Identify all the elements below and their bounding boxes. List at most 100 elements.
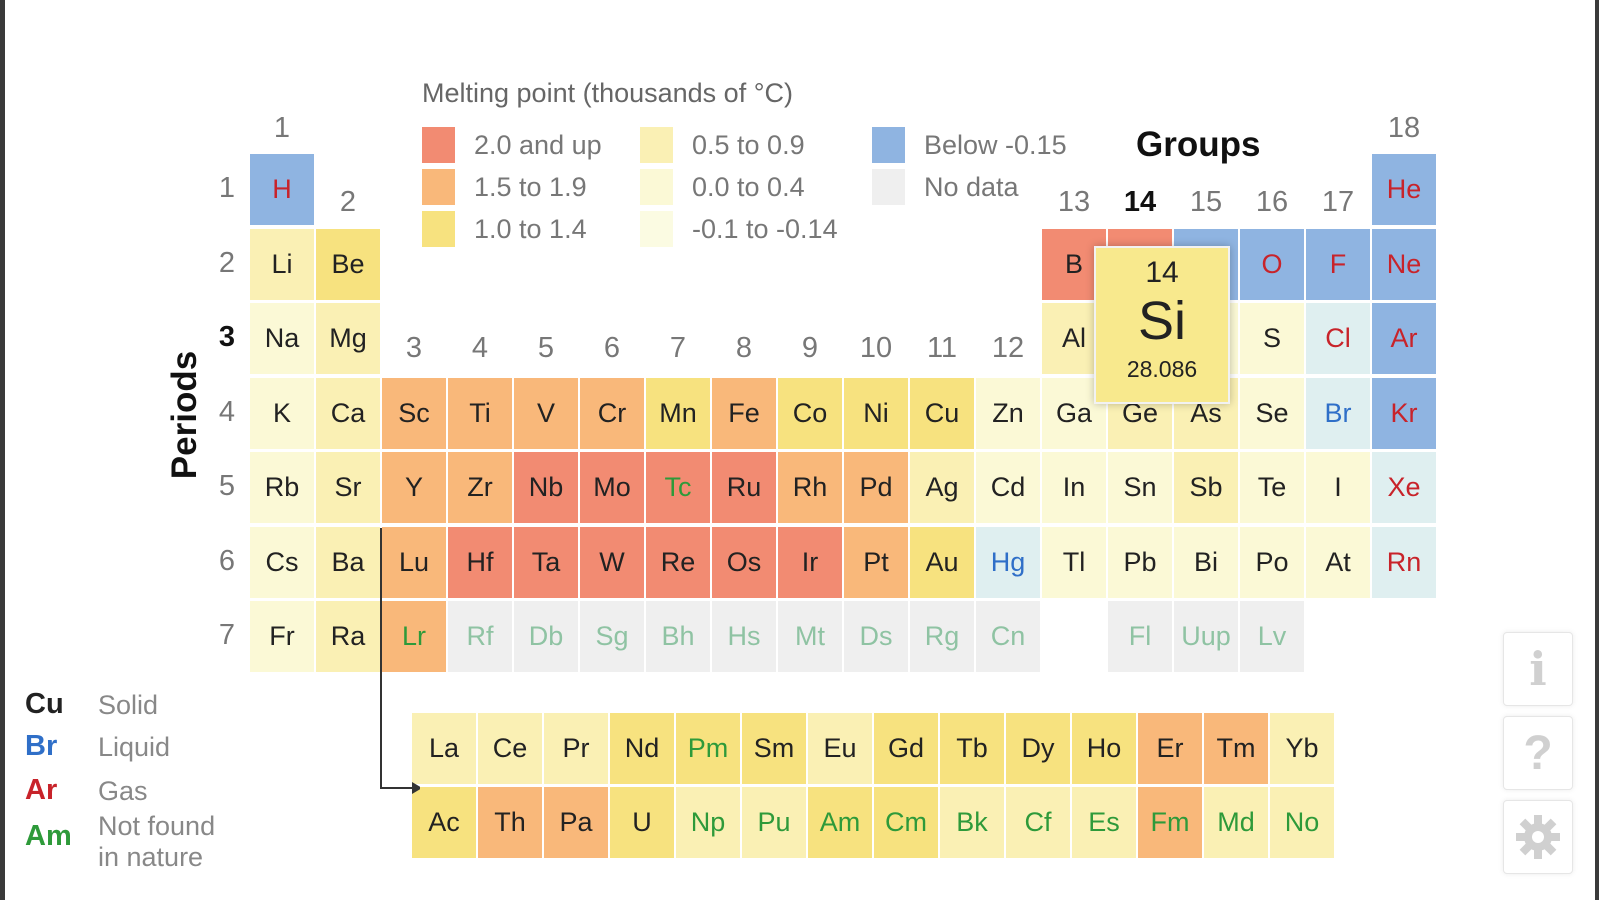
element-cell-la[interactable]: La <box>411 712 477 785</box>
group-label-10[interactable]: 10 <box>859 332 893 364</box>
element-cell-mg[interactable]: Mg <box>315 302 381 375</box>
element-cell-bi[interactable]: Bi <box>1173 525 1239 599</box>
element-cell-sn[interactable]: Sn <box>1107 451 1173 524</box>
element-cell-kr[interactable]: Kr <box>1371 376 1437 450</box>
element-cell-tm[interactable]: Tm <box>1203 712 1269 785</box>
element-cell-sg[interactable]: Sg <box>579 600 645 673</box>
group-label-8[interactable]: 8 <box>735 332 753 364</box>
element-cell-s[interactable]: S <box>1239 302 1305 375</box>
element-cell-cn[interactable]: Cn <box>975 600 1041 673</box>
element-cell-cl[interactable]: Cl <box>1305 302 1371 375</box>
element-cell-cu[interactable]: Cu <box>909 376 975 450</box>
group-label-11[interactable]: 11 <box>926 332 958 364</box>
element-cell-ar[interactable]: Ar <box>1371 302 1437 375</box>
element-cell-hf[interactable]: Hf <box>447 525 513 599</box>
group-label-18[interactable]: 18 <box>1387 112 1421 144</box>
element-cell-no[interactable]: No <box>1269 786 1335 859</box>
group-label-14[interactable]: 14 <box>1123 186 1157 218</box>
element-cell-mn[interactable]: Mn <box>645 376 711 450</box>
element-cell-mo[interactable]: Mo <box>579 451 645 524</box>
element-cell-li[interactable]: Li <box>249 227 315 301</box>
group-label-16[interactable]: 16 <box>1255 186 1289 218</box>
element-cell-pt[interactable]: Pt <box>843 525 909 599</box>
element-cell-cd[interactable]: Cd <box>975 451 1041 524</box>
element-cell-am[interactable]: Am <box>807 786 873 859</box>
element-cell-er[interactable]: Er <box>1137 712 1203 785</box>
element-cell-ir[interactable]: Ir <box>777 525 843 599</box>
element-cell-in[interactable]: In <box>1041 451 1107 524</box>
element-cell-pu[interactable]: Pu <box>741 786 807 859</box>
period-label-5[interactable]: 5 <box>218 470 236 502</box>
group-label-1[interactable]: 1 <box>273 112 291 144</box>
group-label-15[interactable]: 15 <box>1189 186 1223 218</box>
element-cell-dy[interactable]: Dy <box>1005 712 1071 785</box>
element-cell-ac[interactable]: Ac <box>411 786 477 859</box>
element-cell-f[interactable]: F <box>1305 227 1371 301</box>
element-cell-tb[interactable]: Tb <box>939 712 1005 785</box>
element-cell-sb[interactable]: Sb <box>1173 451 1239 524</box>
group-label-7[interactable]: 7 <box>669 332 687 364</box>
element-cell-fe[interactable]: Fe <box>711 376 777 450</box>
element-cell-pr[interactable]: Pr <box>543 712 609 785</box>
info-button[interactable]: i <box>1503 632 1573 706</box>
group-label-17[interactable]: 17 <box>1321 186 1355 218</box>
period-label-4[interactable]: 4 <box>218 395 236 428</box>
element-cell-bk[interactable]: Bk <box>939 786 1005 859</box>
element-cell-os[interactable]: Os <box>711 525 777 599</box>
element-cell-ho[interactable]: Ho <box>1071 712 1137 785</box>
element-cell-ne[interactable]: Ne <box>1371 227 1437 301</box>
element-cell-ce[interactable]: Ce <box>477 712 543 785</box>
period-label-3[interactable]: 3 <box>218 321 236 353</box>
element-cell-mt[interactable]: Mt <box>777 600 843 673</box>
element-cell-se[interactable]: Se <box>1239 376 1305 450</box>
element-cell-k[interactable]: K <box>249 376 315 450</box>
element-cell-fl[interactable]: Fl <box>1107 600 1173 673</box>
element-cell-cm[interactable]: Cm <box>873 786 939 859</box>
element-cell-sm[interactable]: Sm <box>741 712 807 785</box>
element-cell-bh[interactable]: Bh <box>645 600 711 673</box>
element-cell-pb[interactable]: Pb <box>1107 525 1173 599</box>
element-cell-fm[interactable]: Fm <box>1137 786 1203 859</box>
element-cell-po[interactable]: Po <box>1239 525 1305 599</box>
element-cell-cf[interactable]: Cf <box>1005 786 1071 859</box>
element-cell-he[interactable]: He <box>1371 153 1437 226</box>
element-cell-ti[interactable]: Ti <box>447 376 513 450</box>
group-label-5[interactable]: 5 <box>537 332 555 364</box>
element-cell-rf[interactable]: Rf <box>447 600 513 673</box>
element-cell-ru[interactable]: Ru <box>711 451 777 524</box>
element-cell-zn[interactable]: Zn <box>975 376 1041 450</box>
element-cell-w[interactable]: W <box>579 525 645 599</box>
element-cell-ag[interactable]: Ag <box>909 451 975 524</box>
element-cell-uup[interactable]: Uup <box>1173 600 1239 673</box>
element-cell-eu[interactable]: Eu <box>807 712 873 785</box>
period-label-7[interactable]: 7 <box>218 619 236 651</box>
element-cell-ca[interactable]: Ca <box>315 376 381 450</box>
element-cell-xe[interactable]: Xe <box>1371 451 1437 524</box>
group-label-2[interactable]: 2 <box>339 186 357 218</box>
element-cell-es[interactable]: Es <box>1071 786 1137 859</box>
element-cell-ta[interactable]: Ta <box>513 525 579 599</box>
element-cell-rb[interactable]: Rb <box>249 451 315 524</box>
element-cell-np[interactable]: Np <box>675 786 741 859</box>
element-cell-nd[interactable]: Nd <box>609 712 675 785</box>
help-button[interactable]: ? <box>1503 716 1573 790</box>
element-cell-at[interactable]: At <box>1305 525 1371 599</box>
element-cell-gd[interactable]: Gd <box>873 712 939 785</box>
element-cell-br[interactable]: Br <box>1305 376 1371 450</box>
element-cell-na[interactable]: Na <box>249 302 315 375</box>
group-label-12[interactable]: 12 <box>991 332 1025 364</box>
element-cell-i[interactable]: I <box>1305 451 1371 524</box>
element-cell-h[interactable]: H <box>249 153 315 226</box>
group-label-4[interactable]: 4 <box>471 332 489 364</box>
period-label-6[interactable]: 6 <box>218 544 236 577</box>
element-cell-md[interactable]: Md <box>1203 786 1269 859</box>
group-label-9[interactable]: 9 <box>801 332 819 364</box>
element-cell-v[interactable]: V <box>513 376 579 450</box>
element-cell-yb[interactable]: Yb <box>1269 712 1335 785</box>
element-cell-pa[interactable]: Pa <box>543 786 609 859</box>
group-label-3[interactable]: 3 <box>405 332 423 364</box>
element-cell-rg[interactable]: Rg <box>909 600 975 673</box>
element-cell-lv[interactable]: Lv <box>1239 600 1305 673</box>
element-cell-hs[interactable]: Hs <box>711 600 777 673</box>
element-cell-tc[interactable]: Tc <box>645 451 711 524</box>
